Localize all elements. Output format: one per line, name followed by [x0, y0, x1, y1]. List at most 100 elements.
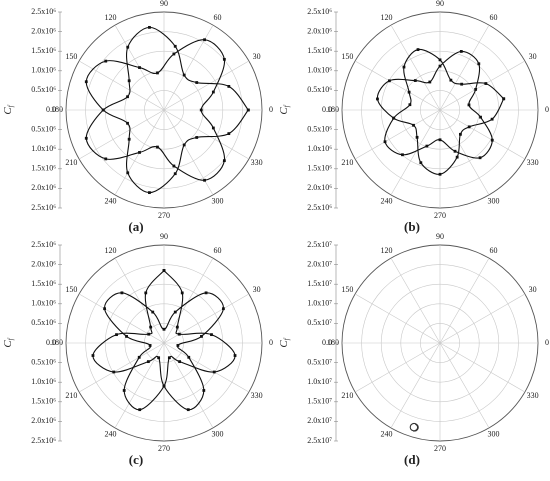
point	[401, 153, 404, 157]
angle-label: 210	[65, 158, 77, 167]
point	[233, 354, 237, 357]
point	[200, 334, 203, 338]
radial-tick-label: 1.0x10⁶	[307, 144, 332, 153]
point	[156, 145, 159, 149]
angle-label: 300	[488, 197, 500, 206]
grid-spoke	[439, 257, 490, 344]
radial-tick-label: 2.5x10⁶	[31, 240, 56, 249]
radial-tick-label: 2.0x10⁶	[31, 26, 56, 35]
angle-label: 0	[269, 105, 273, 114]
point	[402, 65, 406, 69]
point	[502, 97, 506, 101]
angle-label: 270	[434, 444, 446, 453]
angle-label: 90	[160, 0, 168, 8]
point	[167, 356, 171, 360]
point	[84, 80, 88, 84]
angle-label: 240	[105, 197, 117, 206]
axis-label: Cf	[278, 337, 291, 347]
angle-label: 330	[527, 391, 539, 400]
axis-label: Cf	[2, 104, 15, 114]
radial-tick-label: 1.5x10⁶	[31, 279, 56, 288]
point	[474, 88, 478, 91]
angle-label: 90	[436, 232, 444, 241]
radial-tick-label: 0.5x10⁶	[31, 357, 56, 366]
point	[162, 327, 166, 331]
angle-label: 270	[434, 211, 446, 220]
point	[202, 389, 206, 392]
point	[122, 389, 126, 392]
radial-tick-label: 0.5x10⁶	[31, 124, 56, 133]
angle-label: 330	[527, 158, 539, 167]
point	[172, 164, 176, 168]
curve	[409, 422, 419, 432]
grid-spoke	[439, 293, 526, 344]
point	[178, 360, 182, 364]
point	[91, 354, 95, 357]
point	[173, 172, 177, 176]
angle-label: 150	[341, 285, 353, 294]
point	[204, 291, 208, 295]
point	[438, 138, 442, 142]
point	[173, 44, 177, 48]
point	[126, 45, 130, 49]
point	[412, 123, 415, 127]
angle-label: 60	[214, 13, 222, 22]
point	[162, 269, 166, 272]
axis-label-main: C	[2, 107, 14, 115]
panel-label: (a)	[128, 219, 143, 234]
angle-label: 150	[341, 52, 353, 61]
point	[180, 291, 184, 295]
grid-spoke	[354, 60, 441, 111]
radial-tick-label: 0.0	[322, 105, 332, 114]
axis-label-sub: f	[7, 337, 15, 340]
point	[137, 355, 141, 359]
radial-tick-label: 2.5x10⁷	[307, 436, 332, 445]
grid-spoke	[439, 60, 526, 111]
axis-label-sub: f	[7, 104, 15, 107]
radial-tick-label: 2.0x10⁷	[307, 416, 332, 425]
angle-label: 240	[381, 430, 393, 439]
radial-tick-label: 1.5x10⁶	[31, 397, 56, 406]
point	[246, 108, 250, 112]
point	[138, 408, 142, 412]
point	[388, 79, 391, 83]
radial-tick-label: 0.5x10⁶	[307, 85, 332, 94]
axis-label-main: C	[2, 340, 14, 348]
point	[104, 59, 108, 63]
grid-spoke	[78, 342, 165, 393]
point	[453, 149, 457, 153]
grid-spoke	[163, 293, 250, 344]
grid-spoke	[354, 342, 441, 393]
radial-tick-label: 1.0x10⁶	[31, 299, 56, 308]
grid-spoke	[439, 342, 490, 429]
angle-label: 240	[381, 197, 393, 206]
point	[138, 151, 141, 154]
point	[126, 95, 129, 99]
grid-spoke	[354, 109, 441, 160]
angle-label: 330	[251, 158, 263, 167]
angle-label: 60	[214, 246, 222, 255]
point	[148, 25, 151, 29]
point	[222, 159, 226, 163]
point	[187, 355, 191, 359]
grid-spoke	[439, 109, 490, 196]
point	[157, 356, 161, 360]
radial-tick-label: 1.5x10⁶	[31, 164, 56, 173]
grid-spoke	[78, 293, 165, 344]
angle-label: 60	[490, 246, 498, 255]
point	[127, 79, 131, 83]
radial-tick-label: 1.5x10⁷	[307, 397, 332, 406]
radial-tick-label: 2.0x10⁶	[31, 183, 56, 192]
radial-tick-label: 2.0x10⁶	[307, 183, 332, 192]
point	[212, 370, 216, 374]
angle-label: 180	[51, 338, 63, 347]
radial-tick-label: 1.0x10⁶	[31, 144, 56, 153]
grid-spoke	[163, 24, 214, 111]
axis-label: Cf	[278, 104, 291, 114]
point	[146, 360, 150, 364]
angle-label: 120	[105, 13, 117, 22]
point	[176, 344, 180, 347]
grid-spoke	[78, 109, 165, 160]
grid-spoke	[163, 342, 214, 429]
angle-label: 0	[545, 105, 549, 114]
